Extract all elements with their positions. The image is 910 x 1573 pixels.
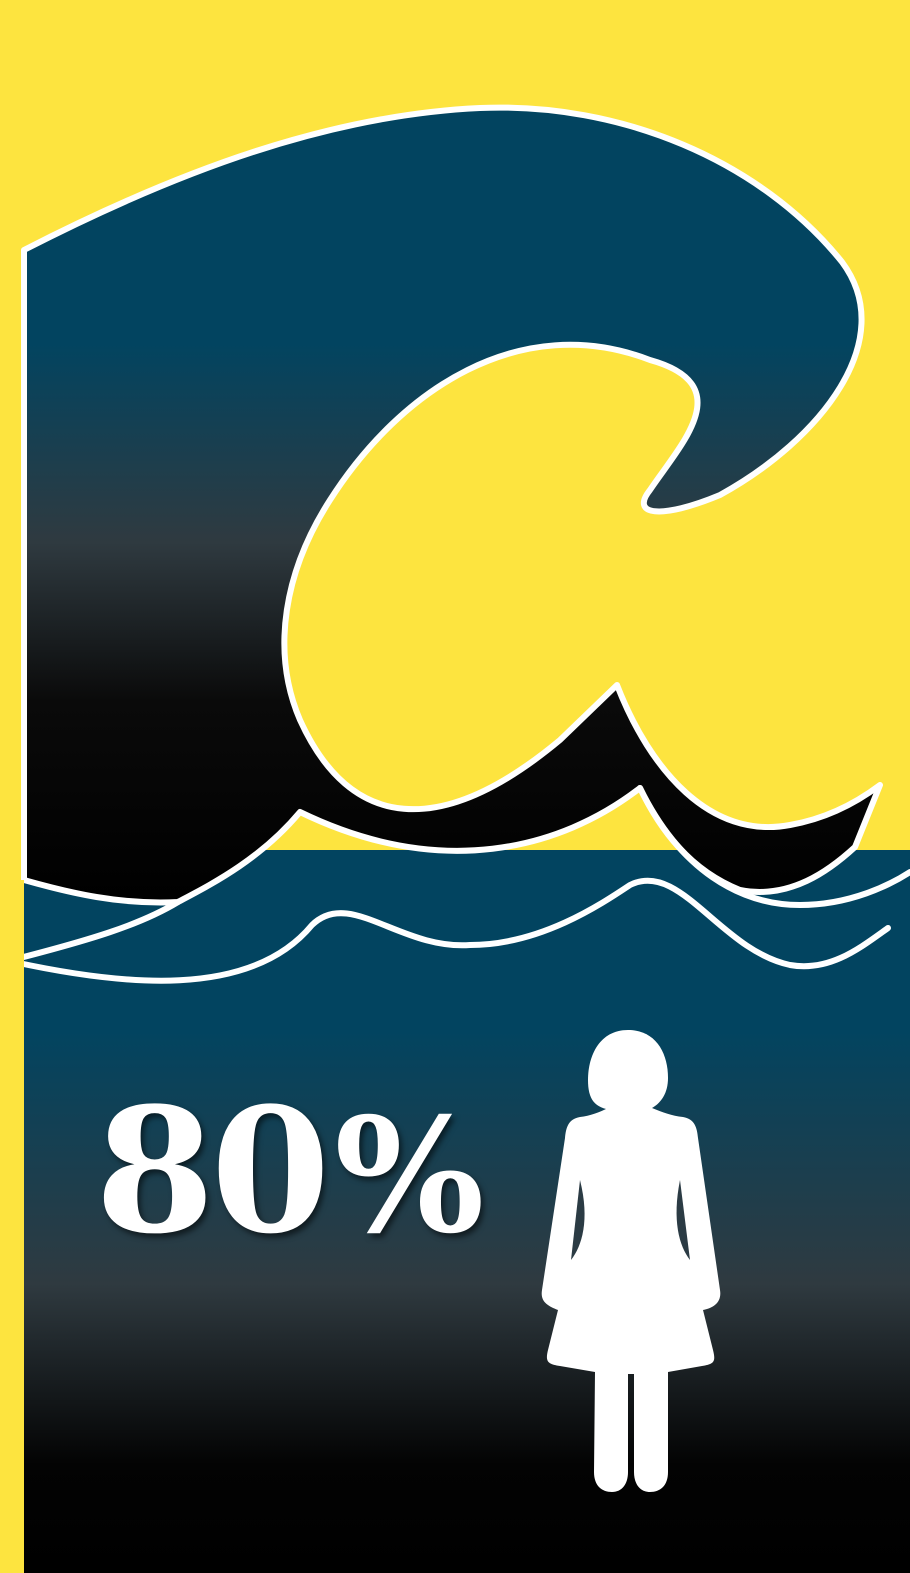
left-edge (0, 880, 24, 1573)
sea-panel (24, 850, 910, 1573)
swell-line-long (9, 899, 181, 963)
wave-crest-outline (637, 785, 910, 909)
statistic-unit: % (334, 1084, 484, 1269)
swell-line-lower (11, 877, 891, 984)
statistic-number: 80 (95, 1069, 330, 1272)
wave-body (21, 104, 883, 906)
statistic-value: 80% (95, 1085, 485, 1257)
tsunami-wave-icon (9, 104, 910, 984)
woman-figure-icon (541, 1030, 721, 1492)
